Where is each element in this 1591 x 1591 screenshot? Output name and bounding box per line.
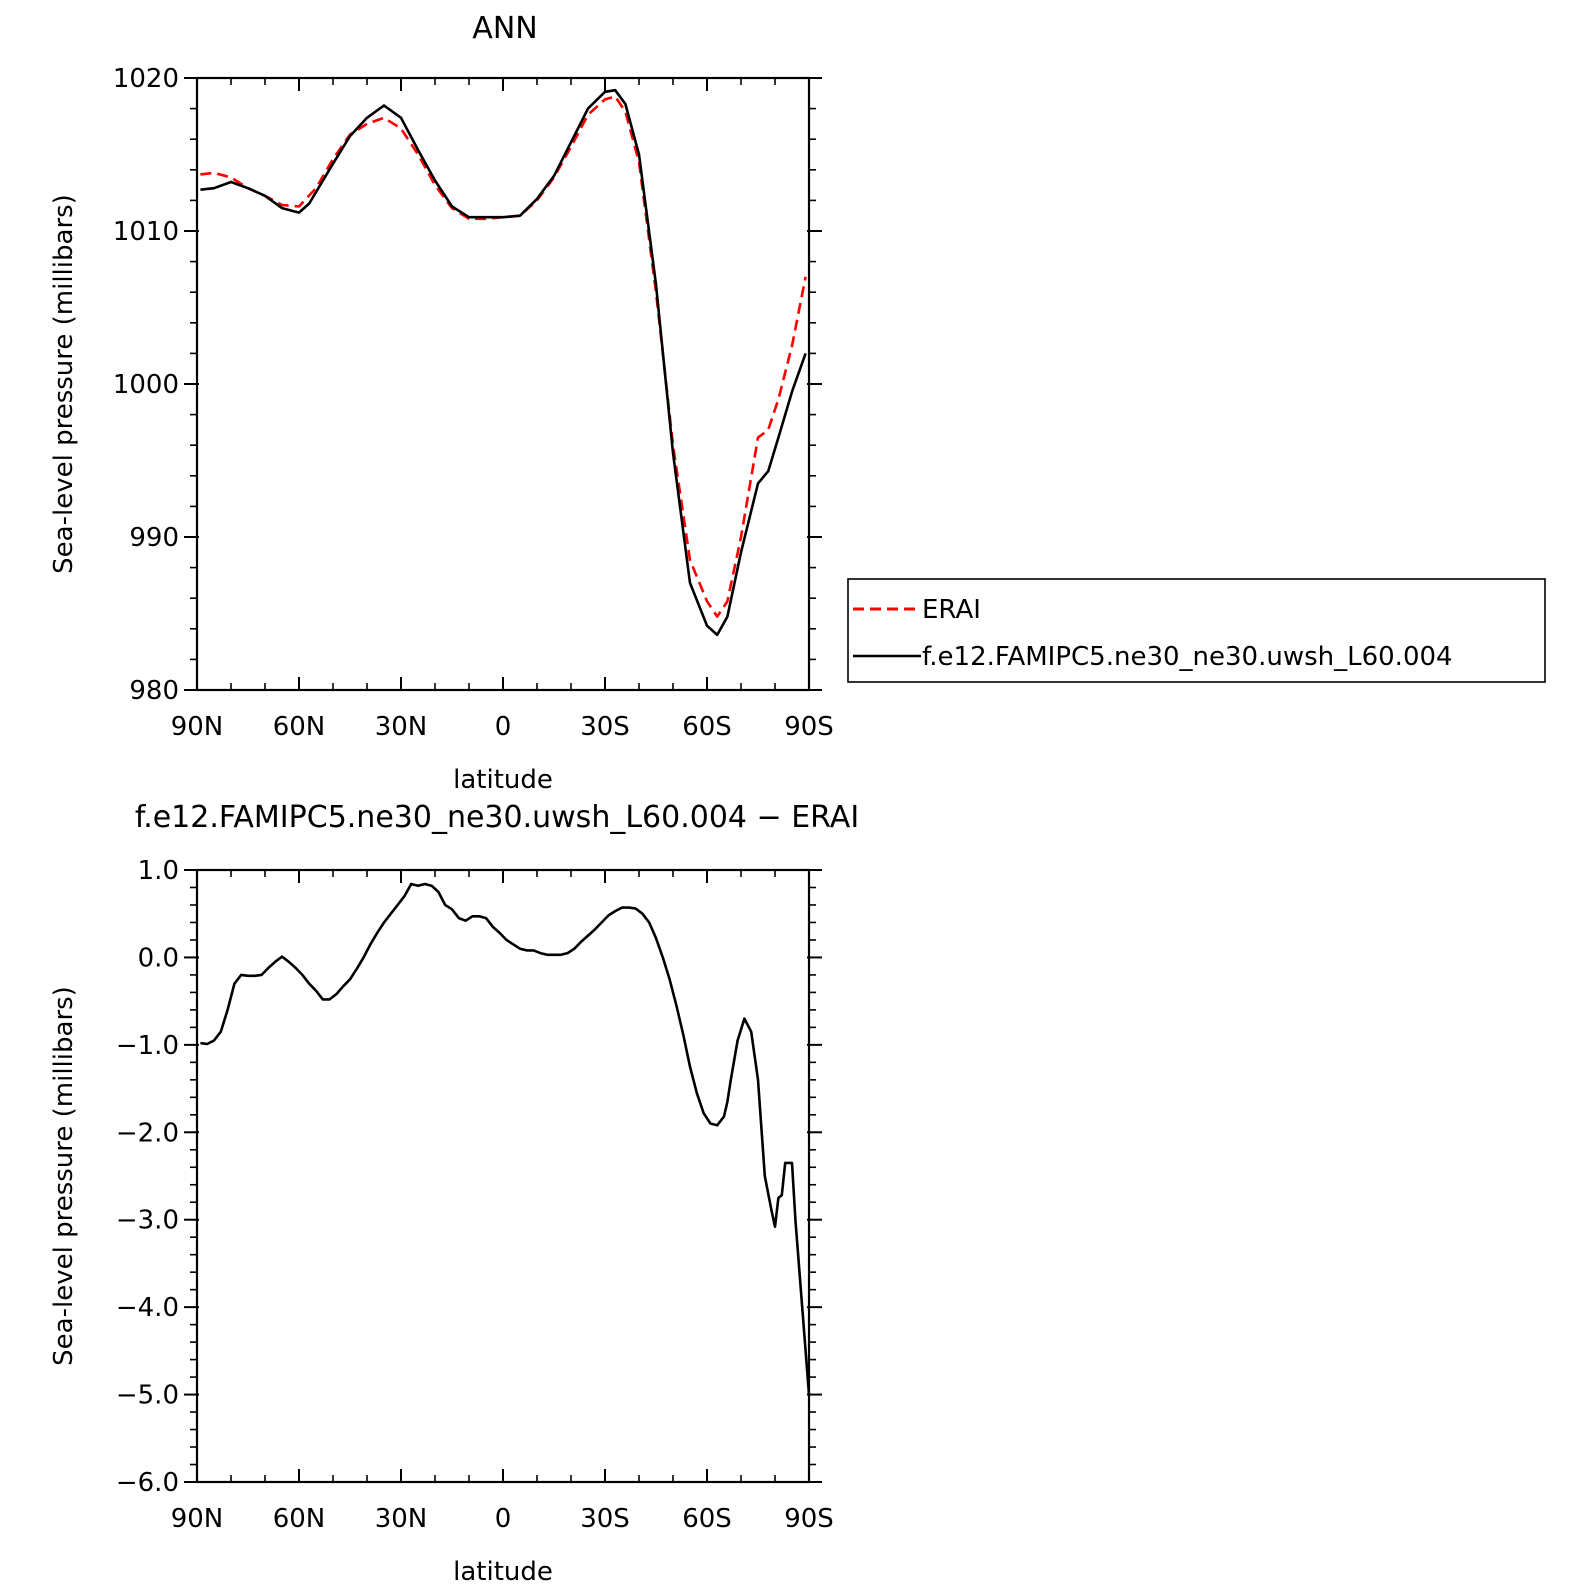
top-tick-marks (184, 77, 822, 691)
top-x-tick-label: 30S (580, 712, 630, 742)
bottom-x-tick-label: 60S (682, 1504, 732, 1534)
top-x-axis-title: latitude (453, 765, 553, 795)
bottom-plot-frame (195, 868, 811, 1484)
bottom-x-tick-label: 60N (273, 1504, 326, 1534)
bottom-y-tick-label: −2.0 (116, 1118, 179, 1148)
bottom-tick-marks (184, 869, 822, 1483)
top-series-line-1 (200, 88, 807, 637)
legend: ERAI f.e12.FAMIPC5.ne30_ne30.uwsh_L60.00… (847, 578, 1546, 683)
top-y-tick-label: 1010 (113, 217, 179, 247)
top-y-tick-label: 980 (129, 676, 179, 706)
legend-label-erai: ERAI (922, 595, 981, 625)
bottom-y-tick-label: −5.0 (116, 1381, 179, 1411)
bottom-x-tick-label: 0 (495, 1504, 512, 1534)
top-tick-labels: 90N 60N 30N 0 30S 60S 90S 980 990 1000 1010 1020 (113, 64, 834, 742)
top-y-axis-title: Sea-level pressure (millibars) (49, 194, 79, 574)
top-plot-frame (195, 76, 811, 692)
bottom-tick-labels: 90N 60N 30N 0 30S 60S 90S −6.0 −5.0 −4.0 −3.0 −2.0 −… (116, 856, 834, 1534)
bottom-y-tick-label: 0.0 (138, 943, 179, 973)
bottom-x-tick-label: 30N (375, 1504, 428, 1534)
bottom-series-line-0 (200, 882, 811, 1395)
top-x-tick-label: 60N (273, 712, 326, 742)
top-y-tick-label: 1000 (113, 370, 179, 400)
legend-label-model: f.e12.FAMIPC5.ne30_ne30.uwsh_L60.004 (922, 642, 1453, 672)
bottom-y-tick-label: 1.0 (138, 856, 179, 886)
top-x-tick-label: 60S (682, 712, 732, 742)
top-panel-title: ANN (472, 11, 537, 46)
top-series-lines (200, 88, 807, 637)
bottom-y-axis-title: Sea-level pressure (millibars) (49, 986, 79, 1366)
bottom-y-tick-label: −4.0 (116, 1293, 179, 1323)
bottom-y-tick-label: −6.0 (116, 1468, 179, 1498)
bottom-series-lines (200, 882, 811, 1395)
top-y-tick-label: 990 (129, 523, 179, 553)
top-series-line-0 (200, 95, 807, 618)
bottom-x-tick-label: 90S (784, 1504, 834, 1534)
bottom-panel: f.e12.FAMIPC5.ne30_ne30.uwsh_L60.004 − E… (49, 800, 859, 1587)
top-panel: ANN 90N 60N 30N 0 30S 60S 90S 980 990 1000 1010 102… (49, 11, 1546, 795)
top-x-tick-label: 90N (171, 712, 224, 742)
bottom-y-tick-label: −3.0 (116, 1206, 179, 1236)
bottom-y-tick-label: −1.0 (116, 1031, 179, 1061)
bottom-x-tick-label: 90N (171, 1504, 224, 1534)
legend-box (847, 578, 1546, 683)
top-x-tick-label: 30N (375, 712, 428, 742)
bottom-x-tick-label: 30S (580, 1504, 630, 1534)
top-x-tick-label: 0 (495, 712, 512, 742)
top-y-tick-label: 1020 (113, 64, 179, 94)
bottom-x-axis-title: latitude (453, 1557, 553, 1587)
bottom-panel-title: f.e12.FAMIPC5.ne30_ne30.uwsh_L60.004 − E… (135, 800, 859, 835)
top-x-tick-label: 90S (784, 712, 834, 742)
